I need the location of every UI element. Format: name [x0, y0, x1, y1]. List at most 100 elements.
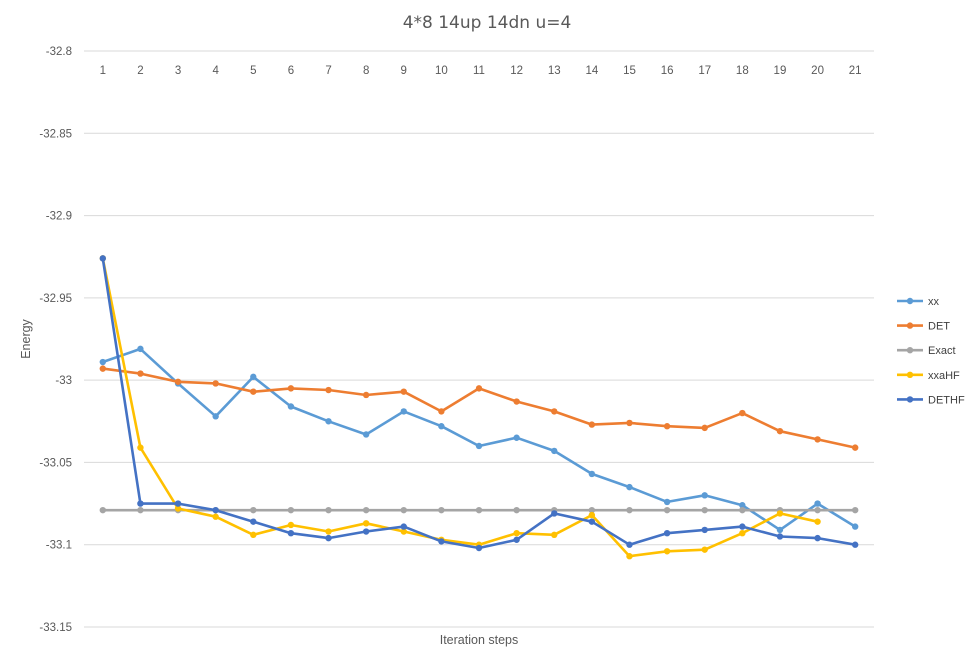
x-tick-label: 13 — [548, 65, 561, 77]
x-tick-label: 7 — [325, 65, 331, 77]
data-point — [475, 544, 483, 552]
legend-label: Exact — [928, 345, 956, 357]
legend-label: DETHF — [928, 394, 965, 406]
data-point — [851, 506, 859, 514]
data-point — [739, 502, 746, 509]
data-point — [739, 506, 746, 514]
data-point — [551, 510, 558, 517]
data-point — [287, 506, 295, 514]
legend-item: DETHF — [897, 394, 965, 406]
x-tick-label: 3 — [175, 65, 181, 77]
data-point — [287, 385, 295, 392]
data-point — [776, 427, 784, 435]
data-point — [362, 506, 370, 514]
data-point — [212, 506, 219, 514]
data-point — [99, 506, 107, 514]
data-point — [174, 500, 182, 507]
data-point — [362, 520, 370, 527]
data-point — [551, 408, 558, 415]
legend-item: DET — [897, 321, 950, 333]
data-point — [814, 534, 821, 542]
data-point — [851, 541, 859, 548]
x-tick-label: 21 — [849, 65, 862, 77]
y-tick-label: -33.05 — [39, 457, 72, 469]
data-point — [701, 506, 708, 514]
data-point — [287, 529, 295, 537]
data-point — [475, 506, 483, 514]
legend-swatch-marker — [906, 396, 914, 403]
x-tick-label: 20 — [811, 65, 824, 77]
legend-label: xx — [928, 296, 940, 308]
data-point — [137, 506, 144, 514]
data-point — [663, 423, 671, 430]
data-point — [739, 523, 746, 530]
data-point — [362, 528, 370, 535]
data-point — [814, 506, 821, 514]
legend-item: xx — [897, 296, 940, 308]
data-point — [475, 442, 483, 450]
data-point — [663, 498, 671, 506]
series-lines — [99, 255, 859, 560]
x-tick-label: 16 — [661, 65, 674, 77]
x-tick-label: 19 — [774, 65, 787, 77]
data-point — [400, 528, 407, 535]
data-point — [551, 531, 558, 539]
x-tick-label: 10 — [435, 65, 448, 77]
data-point — [400, 523, 407, 530]
data-point — [701, 546, 708, 553]
data-point — [851, 444, 859, 451]
data-point — [513, 529, 520, 537]
data-point — [212, 380, 219, 387]
data-point — [250, 373, 257, 381]
data-point — [663, 529, 671, 537]
data-point — [99, 358, 107, 366]
data-point — [626, 419, 633, 427]
series-det — [99, 365, 859, 451]
data-point — [701, 424, 708, 432]
data-point — [513, 506, 520, 514]
data-point — [776, 533, 784, 540]
data-point — [701, 526, 708, 534]
x-tick-label: 4 — [212, 65, 219, 77]
data-point — [99, 365, 107, 372]
legend-swatch-marker — [906, 297, 914, 305]
data-point — [663, 548, 671, 555]
data-point — [174, 505, 182, 512]
data-point — [250, 531, 257, 539]
data-point — [362, 391, 370, 399]
x-tick-label: 18 — [736, 65, 749, 77]
data-point — [438, 408, 445, 415]
x-tick-label: 6 — [288, 65, 294, 77]
legend-swatch-marker — [906, 322, 914, 329]
data-point — [325, 534, 332, 542]
data-point — [626, 553, 633, 560]
data-point — [137, 444, 144, 451]
x-axis-title: Iteration steps — [440, 633, 519, 647]
data-point — [588, 470, 596, 478]
data-point — [814, 518, 821, 525]
data-point — [137, 370, 144, 377]
data-point — [400, 408, 407, 415]
series-xxahf — [99, 255, 821, 560]
x-tick-label: 5 — [250, 65, 256, 77]
x-tick-label: 15 — [623, 65, 636, 77]
data-point — [137, 500, 144, 507]
data-point — [588, 518, 596, 525]
data-point — [287, 403, 295, 410]
series-dethf — [99, 255, 859, 552]
data-point — [626, 541, 633, 548]
data-point — [513, 398, 520, 405]
series-line — [101, 257, 819, 558]
series-exact — [99, 506, 859, 514]
data-point — [325, 386, 332, 394]
data-point — [174, 378, 182, 385]
x-tick-label: 11 — [473, 65, 485, 77]
data-point — [438, 423, 445, 430]
chart-title: 4*8 14up 14dn u=4 — [403, 13, 572, 33]
x-tick-label: 1 — [100, 65, 106, 77]
legend: xx DET Exact xxaHF DETHF — [897, 296, 965, 406]
y-tick-label: -33 — [55, 375, 72, 387]
data-point — [513, 434, 520, 441]
x-tick-label: 12 — [510, 65, 523, 77]
